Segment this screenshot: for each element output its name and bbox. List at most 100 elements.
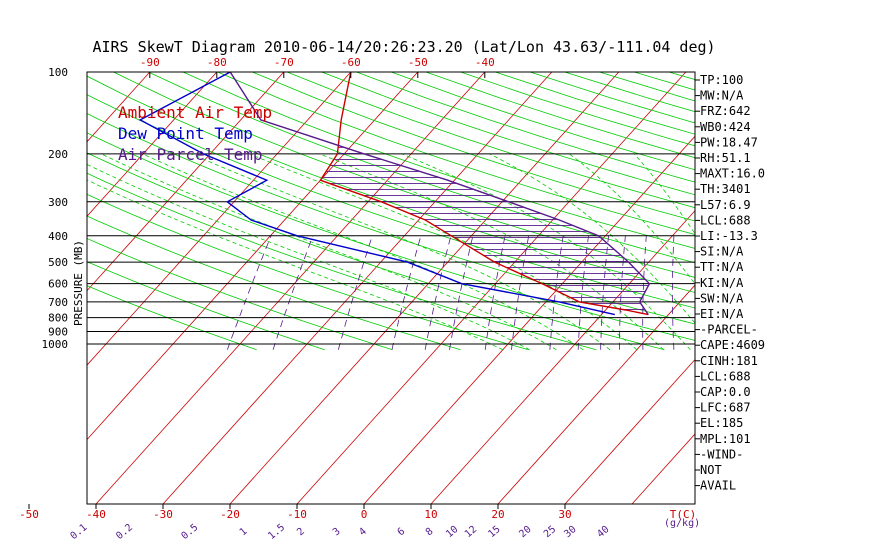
pressure-tick-label: 900	[48, 326, 68, 339]
isotherm-line	[0, 72, 83, 504]
index-label: -PARCEL-	[700, 323, 758, 337]
moist-adiabat-line	[319, 153, 664, 351]
chart-title: AIRS SkewT Diagram 2010-06-14/20:26:23.2…	[92, 38, 715, 56]
dry-adiabat-line	[87, 261, 325, 351]
mixing-ratio-line	[672, 235, 675, 350]
dry-adiabat-line	[495, 72, 695, 135]
index-label: CINH:181	[700, 354, 758, 368]
mixing-ratio-line	[227, 235, 272, 350]
y-axis-label: PRESSURE (MB)	[72, 240, 85, 326]
mixing-ratio-label: 6	[396, 526, 408, 538]
dry-adiabat-line	[182, 72, 695, 249]
mixing-ratio-label: 25	[542, 524, 558, 540]
pressure-tick-label: 400	[48, 230, 68, 243]
mixing-ratio-label: 20	[517, 524, 533, 540]
dry-adiabat-line	[321, 72, 695, 196]
isotherm-line	[430, 210, 695, 504]
mixing-ratio-label: 10	[444, 524, 460, 540]
top-temp-label: -50	[408, 56, 428, 69]
pressure-tick-label: 1000	[42, 338, 69, 351]
mixing-ratio-line	[511, 235, 530, 350]
moist-adiabat-line	[87, 163, 530, 351]
index-label: RH:51.1	[700, 151, 751, 165]
bottom-temp-label: -10	[287, 508, 307, 521]
pressure-tick-label: 600	[48, 278, 68, 291]
mixing-ratio-label: 8	[424, 526, 436, 538]
index-label: LCL:688	[700, 213, 751, 227]
mixing-ratio-label: 12	[463, 524, 479, 540]
mixing-ratio-line	[449, 235, 474, 350]
index-label: CAPE:4609	[700, 338, 765, 352]
mixing-ratio-label: 30	[562, 524, 578, 540]
moist-adiabat-line	[489, 153, 695, 324]
isotherm-line	[229, 72, 620, 504]
moist-adiabat-line	[142, 153, 584, 351]
index-label: EI:N/A	[700, 307, 744, 321]
mixing-ratio-label: 0.2	[114, 522, 135, 542]
mixing-ratio-unit-label: (g/kg)	[664, 518, 700, 529]
index-label: TH:3401	[700, 182, 751, 196]
mixing-ratio-line	[694, 262, 695, 279]
index-label: NOT	[700, 463, 722, 477]
moist-adiabat-line	[568, 153, 695, 285]
pressure-tick-label: 100	[48, 66, 68, 79]
index-label: LFC:687	[700, 401, 751, 415]
dew-point-temp-line	[138, 72, 615, 316]
bottom-temp-label: 30	[558, 508, 571, 521]
isotherm-line	[87, 72, 419, 441]
dry-adiabat-line	[87, 215, 461, 351]
index-label: PW:18.47	[700, 135, 758, 149]
pressure-tick-label: 300	[48, 196, 68, 209]
top-temp-label: -90	[140, 56, 160, 69]
dry-adiabat-line	[87, 94, 695, 309]
index-label: -WIND-	[700, 447, 743, 461]
pressure-tick-label: 700	[48, 296, 68, 309]
mixing-ratio-label: 1.5	[266, 522, 287, 542]
dry-adiabat-line	[252, 72, 695, 222]
isotherm-line	[564, 358, 695, 504]
mixing-ratio-label: 0.1	[68, 522, 89, 542]
dry-adiabat-line	[633, 72, 695, 91]
dry-adiabat-line	[87, 132, 695, 341]
legend-entry: Ambient Air Temp	[118, 103, 272, 122]
mixing-ratio-label: 4	[357, 526, 369, 538]
top-temp-label: -80	[207, 56, 227, 69]
mixing-ratio-label: 2	[295, 526, 307, 538]
bottom-temp-label: -30	[153, 508, 173, 521]
mixing-ratio-label: 0.5	[180, 522, 201, 542]
x-axis-unit-label: T(C)	[670, 508, 697, 521]
dry-adiabat-line	[668, 72, 695, 81]
index-label: SW:N/A	[700, 291, 744, 305]
index-label: WB0:424	[700, 120, 751, 134]
moist-adiabat-line	[87, 179, 503, 351]
index-label: SI:N/A	[700, 245, 744, 259]
dry-adiabat-line	[87, 75, 695, 293]
dry-adiabat-line	[113, 72, 695, 278]
bottom-temp-label: -50	[19, 508, 39, 521]
top-temp-label: -40	[475, 56, 495, 69]
index-label: LI:-13.3	[700, 229, 758, 243]
index-label: EL:185	[700, 416, 743, 430]
dry-adiabat-line	[148, 72, 695, 264]
isotherm-line	[363, 135, 695, 504]
legend-entry: Dew Point Temp	[118, 124, 253, 143]
index-label: FRZ:642	[700, 104, 751, 118]
bottom-temp-label: -20	[220, 508, 240, 521]
top-temp-label: -60	[341, 56, 361, 69]
mixing-ratio-line	[577, 235, 589, 350]
dry-adiabat-line	[217, 72, 695, 235]
index-label: TT:N/A	[700, 260, 744, 274]
mixing-ratio-label: 15	[486, 524, 502, 540]
bottom-temp-label: -40	[86, 508, 106, 521]
bottom-temp-label: 10	[424, 508, 437, 521]
isotherm-line	[497, 284, 695, 504]
isotherm-line	[87, 72, 285, 292]
mixing-ratio-line	[424, 235, 452, 350]
index-label: CAP:0.0	[700, 385, 751, 399]
dry-adiabat-line	[87, 172, 597, 351]
index-label: TP:100	[700, 73, 743, 87]
isotherm-line	[0, 72, 16, 504]
index-label: MPL:101	[700, 432, 751, 446]
mixing-ratio-line	[272, 235, 314, 350]
